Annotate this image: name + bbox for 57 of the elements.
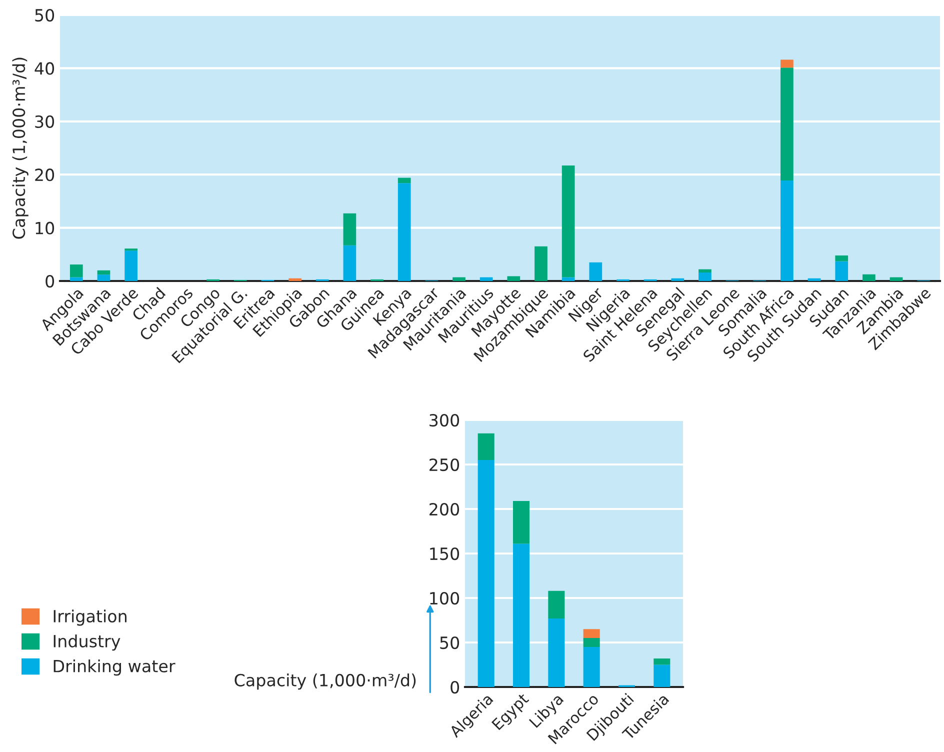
- bar: [654, 658, 670, 665]
- bar: [589, 262, 602, 281]
- y-tick-label: 150: [430, 547, 460, 560]
- bar: [698, 272, 712, 281]
- bar: [288, 278, 302, 281]
- bar: [70, 277, 83, 281]
- y-axis-title: Capacity (1,000·m³/d): [12, 58, 28, 239]
- bar: [862, 274, 876, 281]
- bar: [654, 664, 670, 687]
- bar: [780, 68, 794, 180]
- bar: [583, 638, 600, 647]
- bar: [478, 433, 494, 460]
- bar: [780, 60, 794, 68]
- bar: [398, 178, 411, 184]
- y-tick-label: 0: [450, 680, 460, 694]
- y-tick-label: 50: [440, 636, 460, 650]
- legend-label: Drinking water: [54, 660, 176, 676]
- y-tick-label: 30: [35, 115, 54, 128]
- legend-label: Irrigation: [54, 610, 126, 626]
- y-axis-title: Capacity (1,000·m³/d): [234, 674, 416, 690]
- y-tick-label: 20: [35, 168, 54, 182]
- bar: [478, 460, 494, 687]
- bar: [562, 166, 575, 278]
- bar: [548, 590, 565, 618]
- bar: [671, 278, 684, 281]
- bar: [512, 500, 530, 544]
- y-tick-label: 50: [35, 8, 54, 22]
- legend-label: Industry: [54, 634, 120, 651]
- bar: [452, 277, 466, 281]
- bar: [343, 245, 356, 281]
- y-tick-label: 10: [36, 222, 54, 234]
- bar: [583, 629, 600, 638]
- y-tick-label: 250: [430, 458, 460, 472]
- bar: [835, 255, 848, 262]
- bar: [698, 269, 712, 272]
- y-tick-label: 200: [430, 502, 460, 516]
- bar: [97, 274, 110, 281]
- bar: [808, 278, 821, 281]
- y-tick-label: 0: [46, 274, 54, 288]
- bar: [890, 277, 903, 281]
- bar: [562, 277, 575, 281]
- bar: [583, 646, 600, 687]
- bar: [548, 618, 565, 687]
- y-tick-label: 300: [430, 414, 460, 427]
- bar: [480, 277, 493, 281]
- bar: [97, 270, 110, 275]
- bar: [534, 246, 548, 281]
- bar: [124, 250, 138, 281]
- bar: [507, 276, 520, 281]
- bar: [512, 544, 530, 687]
- bar: [835, 261, 848, 281]
- bar: [780, 180, 794, 281]
- bar: [70, 264, 83, 278]
- bar: [343, 213, 356, 246]
- y-tick-label: 40: [34, 62, 54, 75]
- y-tick-label: 100: [430, 592, 460, 605]
- bar: [398, 183, 411, 281]
